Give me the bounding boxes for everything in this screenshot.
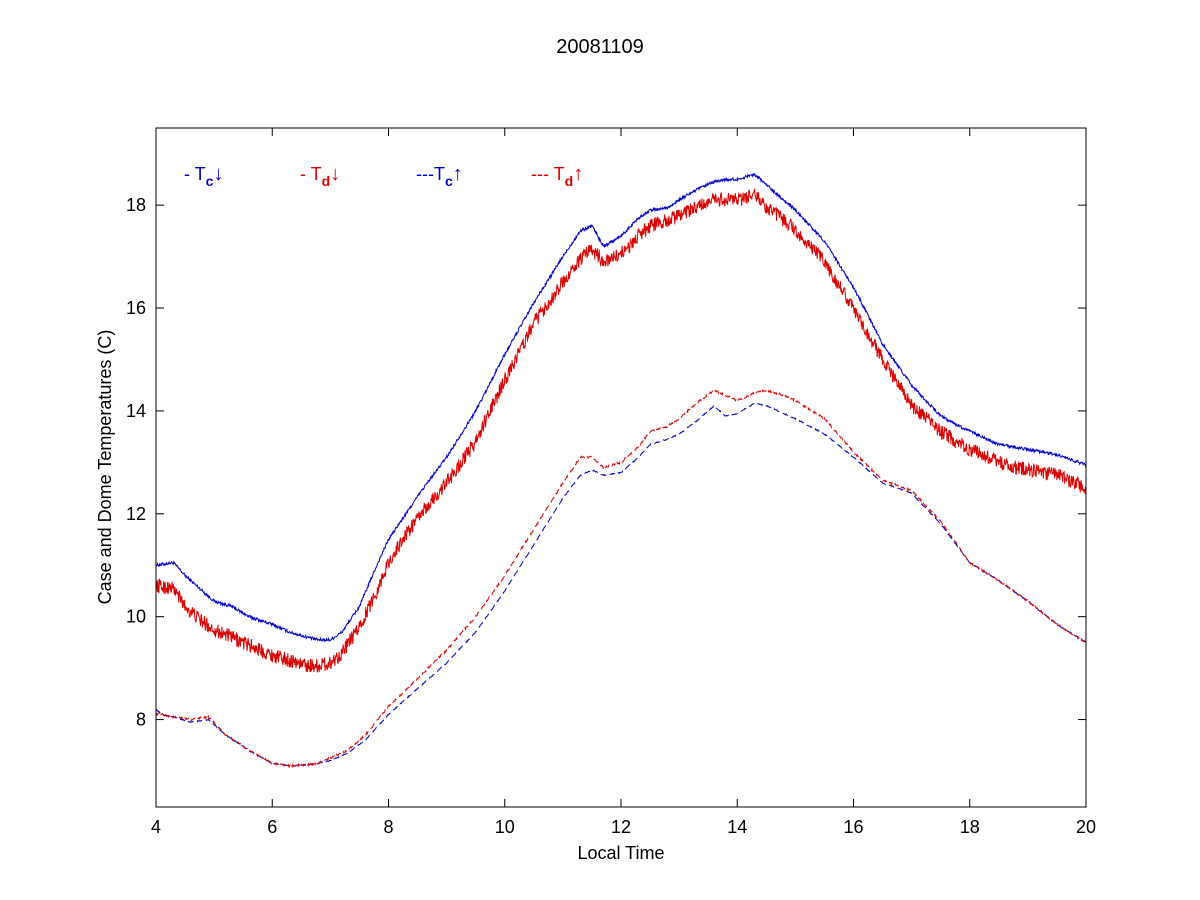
- legend-arrow-icon: ↓: [330, 163, 340, 185]
- legend: - Tc↓ - Td↓ ---Tc↑ --- Td↑: [184, 163, 583, 189]
- legend-arrow-icon: ↓: [213, 163, 223, 185]
- x-tick-label: 14: [727, 817, 747, 837]
- legend-prefix: ---T: [416, 164, 445, 184]
- legend-arrow-icon: ↑: [573, 163, 583, 185]
- legend-entry: - Td↓: [300, 163, 340, 189]
- x-tick-label: 8: [383, 817, 393, 837]
- legend-prefix: - T: [300, 164, 322, 184]
- y-axis: 8 10 12 14 16 18: [126, 195, 1086, 730]
- x-tick-label: 10: [495, 817, 515, 837]
- x-axis-label: Local Time: [577, 843, 664, 863]
- y-tick-label: 10: [126, 607, 146, 627]
- y-tick-label: 18: [126, 195, 146, 215]
- y-tick-label: 14: [126, 401, 146, 421]
- legend-prefix: - T: [184, 164, 206, 184]
- legend-subscript: d: [565, 173, 574, 189]
- solid-series-line-1: [156, 188, 1086, 673]
- axes-box: [155, 127, 1087, 808]
- y-tick-label: 16: [126, 298, 146, 318]
- dashed-series-line-3: [156, 388, 1086, 769]
- legend-subscript: d: [322, 173, 331, 189]
- legend-entry: --- Td↑: [531, 163, 583, 189]
- x-tick-label: 6: [267, 817, 277, 837]
- y-axis-label: Case and Dome Temperatures (C): [95, 330, 115, 605]
- x-tick-label: 16: [843, 817, 863, 837]
- x-tick-label: 18: [960, 817, 980, 837]
- chart-title: 20081109: [556, 36, 644, 58]
- x-tick-label: 4: [151, 817, 161, 837]
- dashed-series-line-2: [156, 402, 1086, 767]
- series-layer: [156, 173, 1086, 769]
- x-axis: 4 6 8 10 12 14 16 18 20: [151, 128, 1096, 837]
- legend-subscript: c: [445, 173, 453, 189]
- legend-arrow-icon: ↑: [453, 163, 463, 185]
- x-tick-label: 20: [1076, 817, 1096, 837]
- legend-entry: - Tc↓: [184, 163, 223, 189]
- x-tick-label: 12: [611, 817, 631, 837]
- legend-entry: ---Tc↑: [416, 163, 463, 189]
- legend-prefix: --- T: [531, 164, 565, 184]
- y-tick-label: 12: [126, 504, 146, 524]
- solid-series-line-0: [156, 173, 1086, 643]
- plot-area: [155, 127, 1087, 808]
- y-tick-label: 8: [136, 710, 146, 730]
- legend-subscript: c: [206, 173, 214, 189]
